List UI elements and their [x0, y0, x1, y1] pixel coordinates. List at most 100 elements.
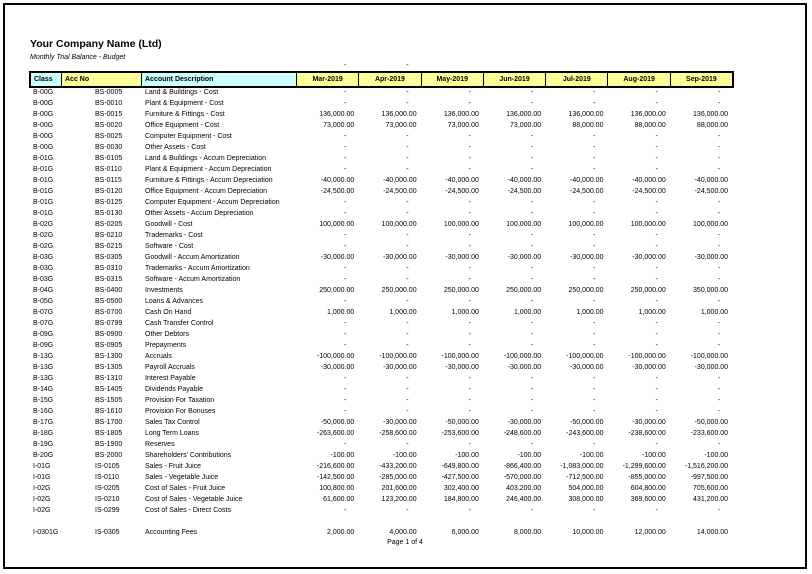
blank-row: [30, 516, 733, 527]
amount-cell: 100,000.00: [506, 221, 542, 228]
amount-cell: -1,516,200.00: [684, 463, 729, 470]
description-cell: Cash Transfer Control: [145, 320, 214, 327]
amount-cell: -: [343, 375, 347, 382]
class-cell: B-09G: [33, 331, 54, 338]
acc-no-cell: BS-2000: [95, 452, 123, 459]
amount-cell: -100.00: [704, 452, 729, 459]
amount-cell: -570,000.00: [503, 474, 542, 481]
amount-cell: 250,000.00: [630, 287, 666, 294]
amount-cell: -: [593, 397, 596, 404]
amount-cell: -: [593, 243, 596, 250]
page-footer: Page 1 of 4: [387, 539, 423, 546]
description-cell: Provision For Bonuses: [145, 408, 216, 415]
amount-cell: -: [655, 199, 658, 206]
table-row: B-02G BS-0215 Software - Cost - - - - - - -: [30, 241, 733, 252]
amount-cell: -: [717, 375, 721, 382]
table-row: I-01G IS-0105 Sales - Fruit Juice -216,600.…: [30, 461, 733, 472]
acc-no-cell: BS-0799: [95, 320, 123, 327]
amount-cell: -: [655, 166, 658, 173]
amount-cell: -: [655, 144, 658, 151]
amount-cell: -: [655, 441, 658, 448]
description-cell: Goodwill - Accum Amortization: [145, 254, 240, 261]
pre-header-empty-cell: [62, 61, 142, 70]
description-cell: Interest Payable: [145, 375, 196, 382]
amount-cell: -: [468, 331, 471, 338]
amount-cell: -: [655, 232, 658, 239]
class-cell: B-01G: [33, 177, 54, 184]
table-body: B-00G BS-0005 Land & Buildings - Cost - - - - -…: [30, 87, 733, 538]
amount-cell: -: [530, 100, 534, 107]
amount-cell: -30,000.00: [445, 254, 479, 261]
amount-cell: -40,000.00: [445, 177, 479, 184]
description-cell: Furniture & Fittings - Cost: [145, 111, 225, 118]
description-cell: Computer Equipment - Accum Depreciation: [145, 199, 280, 206]
amount-cell: -: [406, 320, 409, 327]
amount-cell: -: [593, 133, 596, 140]
amount-cell: -: [406, 155, 409, 162]
amount-cell: -30,000.00: [694, 254, 729, 261]
amount-cell: -: [655, 375, 658, 382]
amount-cell: -: [530, 133, 534, 140]
amount-cell: -: [593, 408, 596, 415]
amount-cell: -50,000.00: [320, 419, 355, 426]
acc-no-cell: BS-0310: [95, 265, 123, 272]
amount-cell: -: [717, 507, 721, 514]
amount-cell: -427,500.00: [441, 474, 479, 481]
acc-no-cell: BS-0210: [95, 232, 123, 239]
amount-cell: -: [593, 320, 596, 327]
amount-cell: -: [468, 320, 471, 327]
acc-no-cell: BS-0905: [95, 342, 123, 349]
amount-cell: -: [406, 133, 409, 140]
amount-cell: -: [468, 232, 471, 239]
amount-cell: -: [468, 408, 471, 415]
class-cell: I-02G: [33, 496, 51, 503]
description-cell: Sales - Fruit Juice: [145, 463, 202, 470]
amount-cell: -100.00: [330, 452, 355, 459]
class-cell: B-16G: [33, 408, 54, 415]
class-cell: I-0301G: [33, 529, 59, 536]
amount-cell: -24,500.00: [445, 188, 479, 195]
amount-cell: 369,600.00: [630, 496, 666, 503]
amount-cell: -: [468, 144, 471, 151]
pre-header-dash: -: [406, 62, 409, 69]
amount-cell: -30,000.00: [632, 364, 666, 371]
amount-cell: -: [468, 397, 471, 404]
class-cell: B-19G: [33, 441, 54, 448]
class-cell: B-13G: [33, 364, 54, 371]
amount-cell: -24,500.00: [632, 188, 666, 195]
amount-cell: -40,000.00: [320, 177, 355, 184]
amount-cell: -100.00: [392, 452, 417, 459]
table-row: B-16G BS-1610 Provision For Bonuses - - - - - - -: [30, 406, 733, 417]
amount-cell: -: [593, 199, 596, 206]
amount-cell: -: [530, 342, 534, 349]
amount-cell: -: [593, 298, 596, 305]
amount-cell: -: [655, 276, 658, 283]
amount-cell: -: [530, 375, 534, 382]
description-cell: Trademarks - Cost: [145, 232, 203, 239]
amount-cell: -30,000.00: [383, 419, 417, 426]
amount-cell: -: [655, 155, 658, 162]
amount-cell: -: [343, 397, 347, 404]
amount-cell: -: [717, 331, 721, 338]
table-row: B-00G BS-0020 Office Equipment - Cost 73,00…: [30, 120, 733, 131]
table-row: B-01G BS-0110 Plant & Equipment - Accum De…: [30, 164, 733, 175]
amount-cell: -: [343, 320, 347, 327]
amount-cell: -100,000.00: [503, 353, 542, 360]
acc-no-cell: BS-0005: [95, 89, 123, 96]
class-cell: B-00G: [33, 100, 54, 107]
amount-cell: -100.00: [579, 452, 604, 459]
amount-cell: 136,000.00: [443, 111, 479, 118]
amount-cell: -: [468, 298, 471, 305]
amount-cell: 1,000.00: [700, 309, 729, 316]
table-row: I-02G IS-0299 Cost of Sales - Direct Costs…: [30, 505, 733, 516]
amount-cell: -216,600.00: [316, 463, 355, 470]
amount-cell: -248,600.00: [503, 430, 542, 437]
amount-cell: 136,000.00: [319, 111, 355, 118]
table-row: B-00G BS-0015 Furniture & Fittings - Cost 1…: [30, 109, 733, 120]
amount-cell: -: [593, 210, 596, 217]
description-cell: Shareholders' Contributions: [145, 452, 232, 459]
table-row: B-13G BS-1310 Interest Payable - - - - - - -: [30, 373, 733, 384]
amount-cell: 88,000.00: [696, 122, 729, 129]
amount-cell: 136,000.00: [506, 111, 542, 118]
acc-no-cell: BS-1310: [95, 375, 123, 382]
